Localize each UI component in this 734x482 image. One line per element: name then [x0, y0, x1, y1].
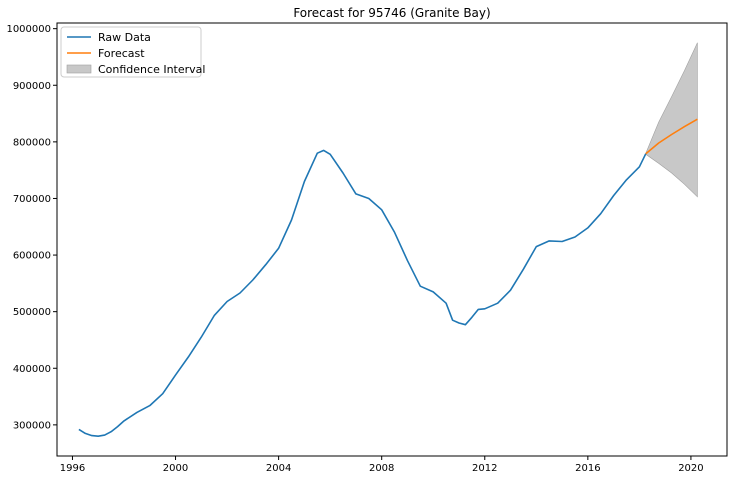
x-tick-label: 2016 — [575, 463, 600, 474]
legend-label: Raw Data — [98, 31, 151, 44]
x-tick-label: 1996 — [60, 463, 85, 474]
x-tick-label: 2012 — [472, 463, 497, 474]
axes: 1996 2000 2004 2008 2012 2016 2020 300000 400000… — [6, 22, 728, 474]
forecast-line — [645, 118, 698, 155]
legend-label: Confidence Interval — [98, 63, 205, 76]
plot-area — [78, 42, 698, 438]
raw-data-line — [78, 149, 647, 438]
legend-label: Forecast — [98, 47, 145, 60]
y-tick-label: 700000 — [13, 194, 51, 205]
y-tick-label: 800000 — [13, 137, 51, 148]
y-tick-label: 300000 — [13, 420, 51, 431]
x-tick-label: 2004 — [266, 463, 291, 474]
y-tick-label: 900000 — [13, 81, 51, 92]
axes-frame — [56, 22, 728, 457]
y-tick-label: 500000 — [13, 307, 51, 318]
y-tick-label: 400000 — [13, 364, 51, 375]
x-tick-label: 2008 — [369, 463, 394, 474]
y-tick-label: 1000000 — [6, 24, 51, 35]
y-tick-label: 600000 — [13, 251, 51, 262]
chart-title: Forecast for 95746 (Granite Bay) — [293, 6, 490, 20]
x-tick-label: 2000 — [163, 463, 188, 474]
confidence-interval-band — [645, 42, 698, 198]
legend-swatch-confidence-interval — [66, 64, 92, 74]
legend: Raw Data Forecast Confidence Interval — [60, 26, 205, 78]
legend-box — [60, 26, 202, 78]
x-tick-label: 2020 — [678, 463, 703, 474]
